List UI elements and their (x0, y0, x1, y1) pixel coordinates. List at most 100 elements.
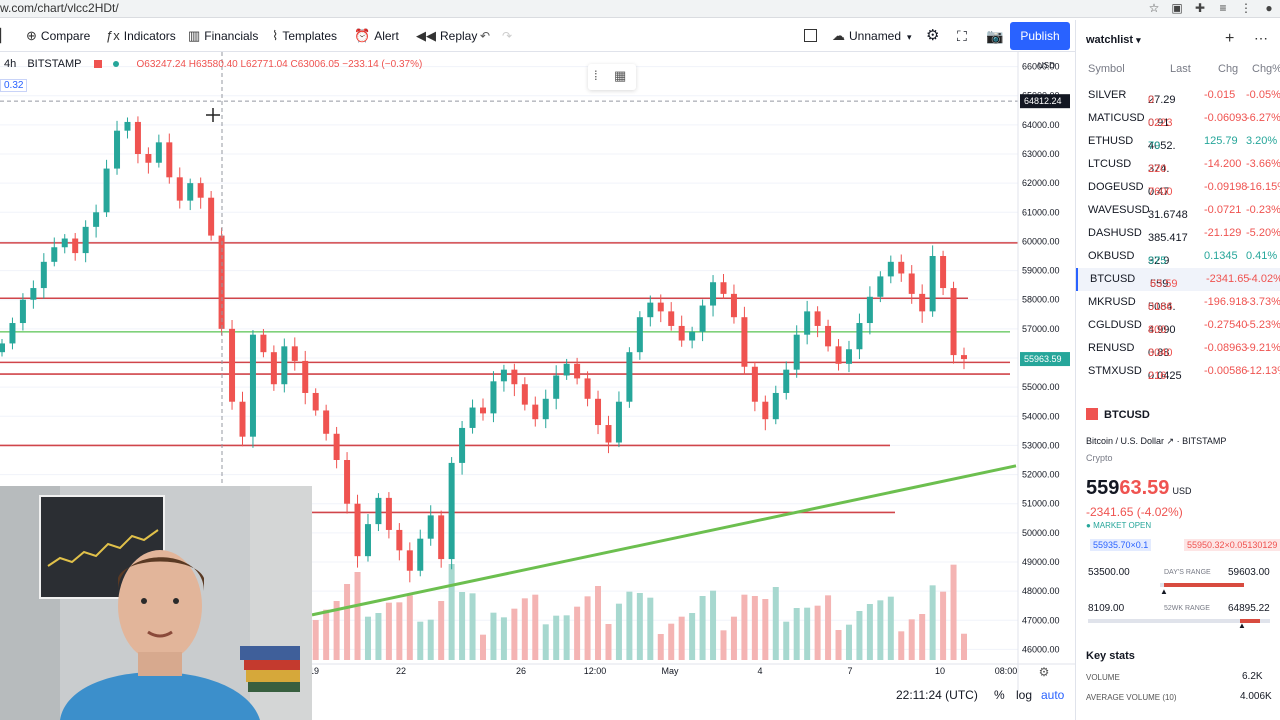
star-icon[interactable]: ☆ (1148, 1, 1160, 15)
watchlist-row[interactable]: LTCUSD 374. 220 -14.200 -3.66% (1076, 153, 1280, 176)
candle-body (72, 238, 79, 254)
volume-bar (333, 601, 340, 660)
candle-body (919, 293, 926, 312)
row-last-main: 0.88 (1148, 347, 1170, 359)
floating-toolbar[interactable]: ⁞ ▦ (588, 64, 636, 90)
axis-settings-icon[interactable]: ⚙ (1039, 665, 1050, 679)
row-chg: -196.918 (1204, 296, 1248, 308)
candle-body (124, 121, 131, 131)
candle-body (459, 427, 466, 463)
watchlist-row[interactable]: RENUSD 0.88 3040 -0.08963 -9.21% (1076, 337, 1280, 360)
watchlist-row[interactable]: WAVESUSD 31.6748 -0.0721 -0.23% (1076, 199, 1280, 222)
undo-button[interactable]: ↶ (480, 20, 490, 52)
volume-bar (950, 564, 957, 660)
candle-body (793, 334, 800, 370)
price-chart[interactable]: 66000.0065000.0064000.0063000.0062000.00… (0, 52, 1075, 720)
sidebar-toggle[interactable]: ▏ (0, 20, 14, 52)
auto-toggle[interactable]: auto (1041, 688, 1065, 702)
price-tick-label: 63000.00 (1022, 149, 1060, 159)
external-link-icon[interactable]: ↗ (1166, 436, 1175, 446)
volume-bar (532, 594, 539, 660)
replay-button[interactable]: ◀◀ Replay (416, 20, 477, 52)
drag-handle-icon[interactable]: ⁞ (594, 68, 598, 83)
watchlist-row[interactable]: SILVER 27.29 0 -0.015 -0.05% (1076, 84, 1280, 107)
watchlist-row[interactable]: CGLDUSD 4.990 800 -0.27540 -5.23% (1076, 314, 1280, 337)
price-axis-currency: USD (1038, 61, 1055, 70)
price-tick-label: 64000.00 (1022, 120, 1060, 130)
price-tick-label: 49000.00 (1022, 557, 1060, 567)
profile-icon[interactable]: ● (1265, 1, 1273, 15)
log-toggle[interactable]: log (1016, 688, 1033, 702)
col-chg-pct[interactable]: Chg% (1252, 63, 1280, 75)
publish-button[interactable]: Publish (1010, 22, 1070, 50)
more-options-button[interactable]: ⋯ (1254, 30, 1268, 46)
detail-symbol-row[interactable]: BTCUSD (1086, 408, 1150, 421)
detail-type: Crypto (1086, 453, 1113, 463)
row-last-main: 0.0425 (1148, 370, 1182, 382)
add-symbol-button[interactable]: + (1225, 30, 1235, 47)
browser-address-bar[interactable]: w.com/chart/vlcc2HDt/ ☆ ▣ ✚ ≡ ⋮ ● (0, 0, 1280, 18)
watchlist-row[interactable]: BTCUSD 559 63.59 -2341.65 -4.02% (1076, 268, 1280, 291)
indicators-button[interactable]: ƒx Indicators (106, 20, 176, 52)
watchlist-row[interactable]: MKRUSD 5084. 0166 -196.918 -3.73% (1076, 291, 1280, 314)
row-symbol: CGLDUSD (1088, 319, 1142, 331)
templates-button[interactable]: ⌇ Templates (272, 20, 337, 52)
volume-bar (427, 619, 434, 660)
financials-button[interactable]: ▥ Financials (188, 20, 258, 52)
candle-body (406, 550, 413, 571)
fullscreen-button[interactable]: ⛶ (957, 20, 967, 52)
day-high: 59603.00 (1228, 567, 1270, 578)
settings-button[interactable]: ⚙ (926, 20, 939, 52)
candle-body (375, 497, 382, 525)
candle-body (333, 433, 340, 460)
col-symbol[interactable]: Symbol (1088, 63, 1125, 75)
candle-body (615, 401, 622, 443)
extension-icon[interactable]: ▣ (1171, 1, 1183, 15)
candle-body (521, 384, 528, 405)
row-last-suffix: 0 (1148, 94, 1155, 106)
chart-canvas[interactable]: 66000.0065000.0064000.0063000.0062000.00… (0, 52, 1075, 720)
price-tick-label: 52000.00 (1022, 470, 1060, 480)
candle-body (19, 299, 26, 324)
watchlist-row[interactable]: MATICUSD 0.91 0223 -0.06093 -6.27% (1076, 107, 1280, 130)
volume-bar (835, 630, 842, 660)
indicator-value: 0.32 (0, 79, 28, 92)
percent-toggle[interactable]: % (994, 688, 1005, 702)
row-symbol: OKBUSD (1088, 250, 1135, 262)
alert-button[interactable]: ⏰ Alert (354, 20, 399, 52)
col-chg[interactable]: Chg (1218, 63, 1239, 75)
url-text[interactable]: w.com/chart/vlcc2HDt/ (0, 1, 119, 15)
redo-button[interactable]: ↷ (502, 20, 512, 52)
volume-bar (919, 614, 926, 660)
timeframe-label[interactable]: 4h (4, 58, 17, 70)
candle-body (856, 323, 863, 350)
menu-icon[interactable]: ⋮ (1240, 1, 1252, 15)
day-range-label: DAY'S RANGE (1164, 569, 1211, 576)
candle-body (626, 352, 633, 402)
compare-button[interactable]: ⊕ Compare (26, 20, 90, 52)
price-tick-label: 58000.00 (1022, 295, 1060, 305)
clock-time[interactable]: 22:11:24 (UTC) (896, 688, 978, 702)
fullscreen-icon: ⛶ (957, 28, 967, 44)
candle-body (668, 311, 675, 326)
watchlist-row[interactable]: OKBUSD 32.9 975 0.1345 0.41% (1076, 245, 1280, 268)
candle-body (134, 121, 141, 154)
grid-icon[interactable]: ▦ (614, 68, 627, 83)
watchlist-row[interactable]: ETHUSD 4052. 79 125.79 3.20% (1076, 130, 1280, 153)
wk-range-marker-icon: ▲ (1238, 621, 1246, 630)
key-stats-heading[interactable]: Key stats (1086, 650, 1135, 662)
gear-icon: ⚙ (926, 27, 940, 44)
watchlist-row[interactable]: DASHUSD 385.417 -21.129 -5.20% (1076, 222, 1280, 245)
col-last[interactable]: Last (1170, 63, 1191, 75)
financials-label: Financials (204, 29, 259, 43)
layout-name-dropdown[interactable]: ☁ Unnamed ▾ (832, 20, 912, 52)
watchlist-title[interactable]: watchlist ▾ (1086, 34, 1141, 46)
candle-body (657, 302, 664, 312)
candle-body (9, 323, 16, 344)
layout-select-button[interactable] (804, 20, 817, 52)
snapshot-button[interactable]: 📷 (986, 20, 1003, 52)
playlist-icon[interactable]: ≡ (1219, 1, 1227, 15)
puzzle-icon[interactable]: ✚ (1194, 1, 1206, 15)
